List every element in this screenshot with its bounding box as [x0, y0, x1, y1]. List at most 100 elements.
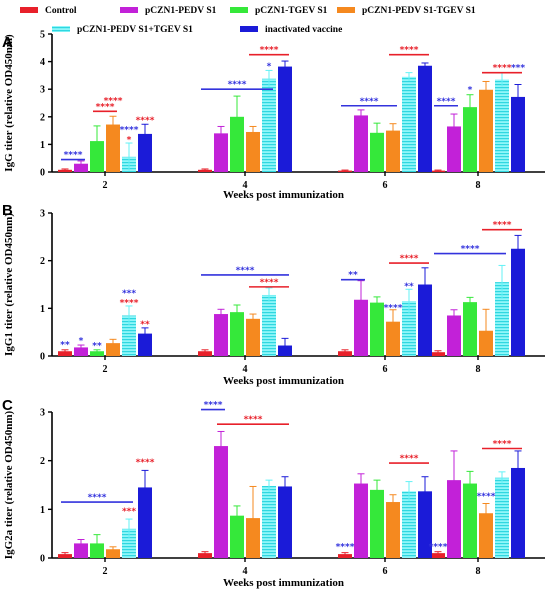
bar-control-week-6 [338, 170, 352, 172]
bar-inactivated-vaccine-week-8 [511, 248, 525, 356]
bar-pczn1-pedv-s1-week-4 [214, 133, 228, 172]
significance-stars: **** [336, 542, 355, 552]
bar-pczn1-tgev-s1-week-8 [463, 302, 477, 356]
bar-pczn1-tgev-s1-week-4 [230, 312, 244, 356]
bar-pczn1-pedv-s1-tgev-s1-week-2 [122, 315, 136, 356]
bar-control-week-4 [198, 351, 212, 356]
bar-control-week-2 [58, 351, 72, 356]
panel-a: A 0 1 2 3 4 5 2 4 6 8 Weeks post immunization IgG t… [2, 30, 545, 201]
y-axis-title: IgG titer (relative OD450nm) [3, 34, 15, 172]
bar-pczn1-tgev-s1-week-2 [90, 141, 104, 172]
bar-pczn1-tgev-s1-week-6 [370, 489, 384, 558]
legend-label-pczn1-pedv-s1-tgev-s1: pCZN1-PEDV S1-TGEV S1 [362, 6, 476, 16]
x-tick-label: 2 [103, 180, 108, 191]
bar-pczn1-tgev-s1-week-4 [230, 515, 244, 558]
significance-stars: **** [228, 80, 247, 90]
significance-stars: **** [477, 492, 496, 502]
significance-stars: **** [204, 401, 223, 411]
legend-label-pczn1-tgev-s1: pCZN1-TGEV S1 [255, 6, 328, 16]
significance-stars: ** [140, 320, 150, 330]
x-tick-label: 8 [476, 566, 481, 577]
bar-pczn1-pedv-s1-tgev-s1-week-2 [106, 124, 120, 172]
bar-inactivated-vaccine-week-2 [138, 133, 152, 172]
significance-stars: **** [360, 97, 379, 107]
legend-swatch-pczn1-pedv-s1 [120, 7, 138, 13]
bar-control-week-4 [198, 553, 212, 558]
y-tick-label: 0 [40, 554, 45, 565]
bar-pczn1-pedv-s1-tgev-s1-week-2 [122, 528, 136, 558]
bar-inactivated-vaccine-week-2 [138, 487, 152, 558]
bar-control-week-2 [58, 554, 72, 558]
y-tick-label: 3 [40, 209, 45, 220]
y-tick-label: 2 [40, 456, 45, 467]
significance-stars: **** [400, 254, 419, 264]
significance-stars: **** [120, 299, 139, 309]
bar-pczn1-pedv-s1-tgev-s1-week-6 [402, 491, 416, 558]
bar-control-week-4 [198, 169, 212, 172]
bar-pczn1-pedv-s1-tgev-s1-week-6 [402, 76, 416, 172]
legend-swatch-pczn1-tgev-s1 [230, 7, 248, 13]
significance-stars: **** [96, 102, 115, 112]
significance-stars: **** [429, 542, 448, 552]
y-axis-title: IgG1 titer (relative OD450nm) [3, 213, 15, 356]
legend-swatch-pczn1-pedv-s1-tgev-s1 [337, 7, 355, 13]
x-tick-label: 6 [383, 180, 388, 191]
significance-stars: **** [493, 221, 512, 231]
y-tick-label: 2 [40, 256, 45, 267]
y-axis-title: IgG2a titer (relative OD450nm) [3, 410, 15, 559]
bar-pczn1-pedv-s1-tgev-s1-week-2 [106, 549, 120, 558]
significance-stars: **** [493, 64, 512, 74]
legend: Control pCZN1-PEDV S1 pCZN1-TGEV S1 pCZN1-P… [20, 6, 476, 35]
bar-pczn1-tgev-s1-week-8 [463, 107, 477, 172]
panel-letter-a: A [2, 34, 13, 51]
bar-control-week-8 [431, 170, 445, 172]
bar-pczn1-pedv-s1-week-8 [447, 315, 461, 356]
bar-inactivated-vaccine-week-2 [138, 333, 152, 356]
y-tick-label: 1 [40, 140, 45, 151]
x-tick-label: 2 [103, 566, 108, 577]
y-tick-label: 3 [40, 408, 45, 419]
bar-inactivated-vaccine-week-4 [278, 486, 292, 558]
significance-stars: * [79, 337, 84, 347]
x-tick-label: 6 [383, 566, 388, 577]
significance-stars: **** [136, 458, 155, 468]
y-tick-label: 4 [40, 57, 45, 68]
x-tick-label: 8 [476, 364, 481, 375]
significance-stars: * [468, 86, 473, 96]
significance-stars: **** [236, 266, 255, 276]
significance-stars: **** [384, 303, 403, 313]
significance-stars: **** [400, 454, 419, 464]
bar-pczn1-pedv-s1-week-2 [74, 163, 88, 172]
bar-control-week-2 [58, 169, 72, 172]
bar-pczn1-tgev-s1-week-2 [90, 351, 104, 356]
significance-stars: *** [511, 64, 525, 74]
bar-pczn1-pedv-s1-tgev-s1-week-6 [386, 502, 400, 558]
x-tick-label: 8 [476, 180, 481, 191]
x-tick-label: 2 [103, 364, 108, 375]
significance-stars: **** [437, 97, 456, 107]
legend-item-pczn1-pedv-s1-tgev-s1: pCZN1-PEDV S1+TGEV S1 [52, 25, 193, 35]
significance-stars: **** [104, 97, 123, 107]
bar-inactivated-vaccine-week-6 [418, 65, 432, 172]
y-tick-label: 0 [40, 168, 45, 179]
bar-pczn1-pedv-s1-tgev-s1-week-4 [246, 131, 260, 172]
panel-c: C 0 1 2 3 2 4 6 8 Weeks post immunization IgG2a t… [2, 397, 545, 589]
significance-stars: **** [260, 46, 279, 56]
bar-pczn1-pedv-s1-week-6 [354, 299, 368, 356]
legend-item-control: Control [20, 6, 77, 16]
significance-stars: ** [348, 271, 358, 281]
y-tick-label: 5 [40, 30, 45, 41]
significance-stars: **** [120, 126, 139, 136]
bar-pczn1-pedv-s1-week-8 [447, 480, 461, 558]
legend-swatch-inactivated-vaccine [240, 26, 258, 32]
significance-stars: * [127, 135, 132, 145]
y-tick-label: 1 [40, 304, 45, 315]
bar-pczn1-pedv-s1-tgev-s1-week-4 [262, 485, 276, 558]
bar-pczn1-pedv-s1-tgev-s1-week-8 [495, 79, 509, 172]
bar-pczn1-pedv-s1-tgev-s1-week-6 [386, 130, 400, 172]
legend-swatch-pczn1-pedv-s1-tgev-s1 [52, 26, 70, 32]
legend-label-pczn1-pedv-s1-tgev-s1: pCZN1-PEDV S1+TGEV S1 [77, 25, 193, 35]
x-axis-title: Weeks post immunization [223, 577, 344, 589]
legend-label-pczn1-pedv-s1: pCZN1-PEDV S1 [145, 6, 217, 16]
